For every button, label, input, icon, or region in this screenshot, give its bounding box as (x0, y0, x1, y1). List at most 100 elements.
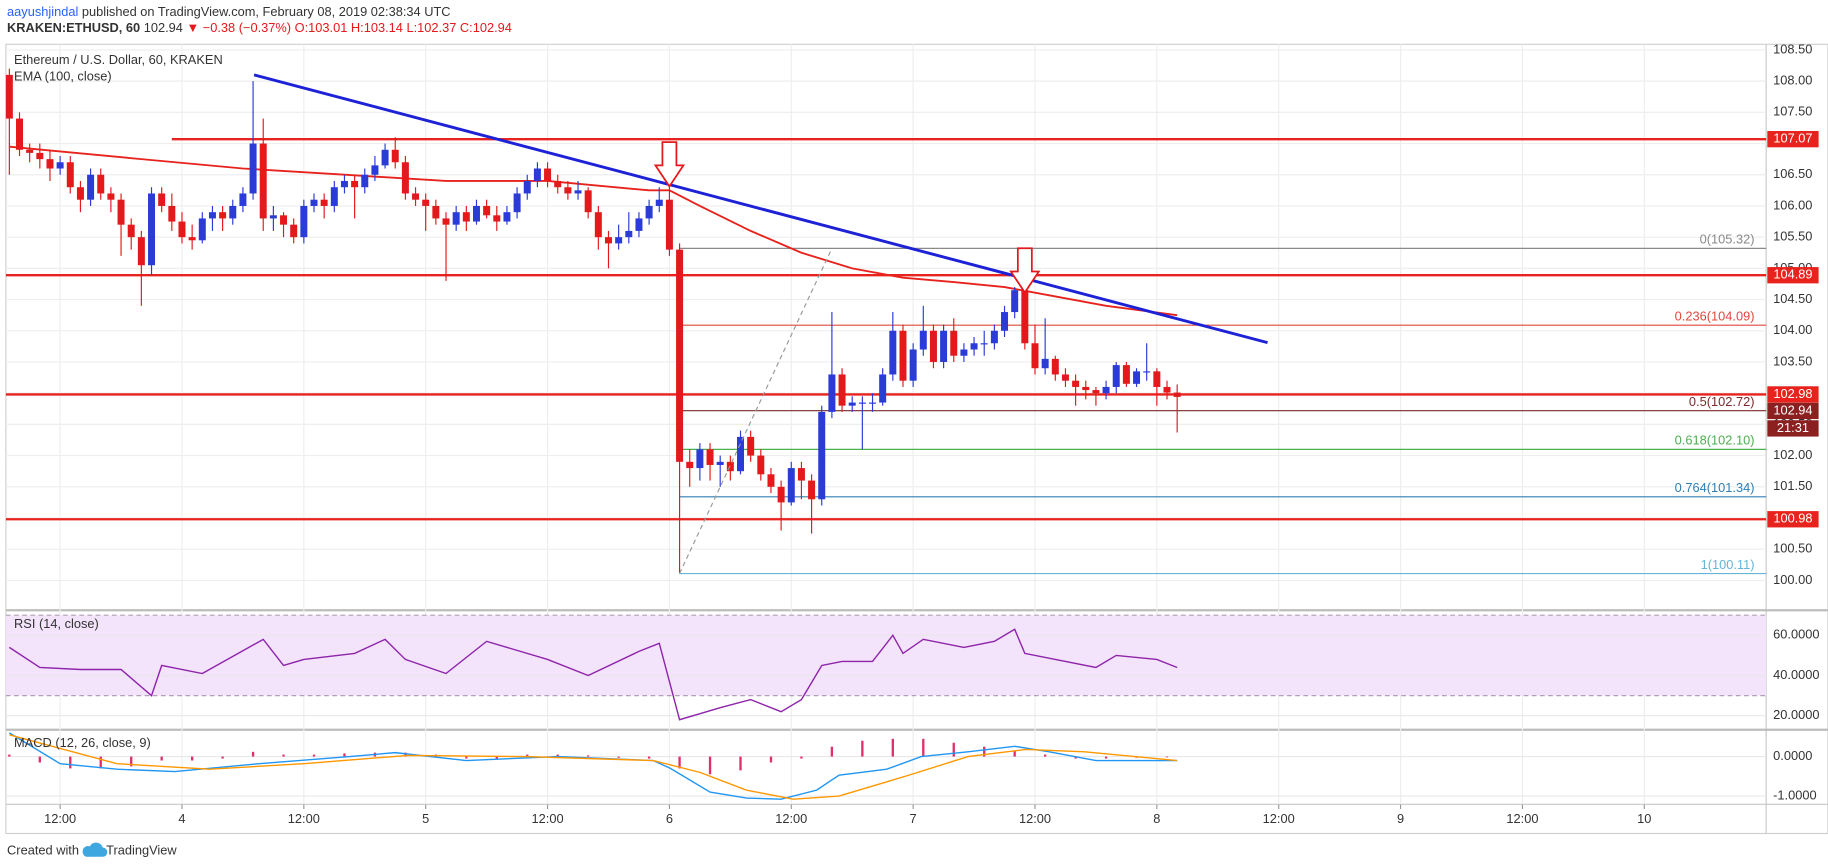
candle-body (604, 237, 612, 244)
rsi-line (8, 628, 1178, 721)
y-tick-label: 60.0000 (1773, 627, 1819, 642)
arrow (653, 141, 686, 188)
candle-body (808, 480, 816, 500)
candle-body (320, 199, 328, 206)
y-tick-label: 108.00 (1773, 73, 1812, 88)
histogram-bar (404, 752, 407, 757)
candle-body (432, 205, 440, 219)
candle-body (635, 218, 643, 231)
trend-line (253, 73, 1268, 345)
histogram-bar (465, 756, 468, 759)
y-tick-label: 106.00 (1773, 197, 1812, 212)
histogram-bar (952, 742, 955, 757)
histogram-bar (891, 738, 894, 757)
candle-body (1092, 390, 1100, 394)
header-line: aayushjindal published on TradingView.co… (7, 4, 451, 19)
x-tick-label: 12:00 (775, 811, 807, 826)
candle-body (503, 212, 511, 222)
candle-body (36, 152, 44, 160)
published: published on TradingView.com, February 0… (82, 4, 451, 19)
candle-body (584, 190, 592, 213)
level-label: 107.07 (1773, 131, 1812, 146)
y-tick-label: 106.50 (1773, 166, 1812, 181)
x-tick-label: 4 (178, 811, 185, 826)
x-tick-label: 12:00 (532, 811, 564, 826)
candle-body (706, 449, 714, 465)
candle-body (645, 205, 653, 219)
candle-body (381, 149, 389, 166)
x-tick-label: 7 (910, 811, 917, 826)
legend-entry: EMA (100, close) (14, 68, 112, 83)
candle-body (594, 212, 602, 238)
symbol: KRAKEN:ETHUSD, 60 (7, 21, 140, 36)
y-tick-label: 108.50 (1773, 41, 1812, 56)
x-tick-label: 12:00 (1019, 811, 1051, 826)
candle-body (1102, 386, 1110, 394)
histogram-bar (556, 754, 559, 757)
candle-body (757, 455, 765, 475)
candle-body (87, 174, 95, 200)
candle-body (1001, 312, 1009, 331)
candle-body (1051, 358, 1059, 375)
macd-line (8, 732, 1178, 800)
publisher[interactable]: aayushjindal (7, 4, 78, 19)
y-tick-label: 0.0000 (1773, 748, 1812, 763)
x-tick-label: 8 (1153, 811, 1160, 826)
y-tick-label: 40.0000 (1773, 667, 1819, 682)
histogram-bar (922, 738, 925, 757)
footer-created: Created with (7, 842, 79, 857)
candle-body (929, 330, 937, 362)
candle-body (66, 162, 74, 188)
histogram-bar (8, 754, 11, 757)
footer-brand[interactable]: TradingView (106, 842, 177, 857)
pane-title: MACD (12, 26, close, 9) (14, 735, 151, 750)
y-tick-label: 20.0000 (1773, 707, 1819, 722)
candle-body (391, 149, 399, 163)
histogram-bar (1165, 756, 1169, 758)
candle-body (178, 221, 186, 238)
candle-body (208, 212, 216, 219)
symbol-line: KRAKEN:ETHUSD, 60 102.94 ▼ −0.38 (−0.37%… (7, 21, 512, 36)
candle-body (148, 193, 156, 266)
candle-body (188, 237, 196, 241)
candle-body (107, 193, 115, 200)
candle-body (716, 461, 724, 465)
candle-body (919, 330, 927, 350)
candle-body (259, 143, 267, 219)
candle-body (777, 486, 785, 503)
candle-body (554, 180, 562, 188)
level-box (1767, 131, 1819, 148)
y-tick-label: 103.50 (1773, 353, 1812, 368)
candle-body (676, 249, 684, 462)
y-tick-label: -1.0000 (1773, 787, 1816, 802)
y-tick-label: 104.00 (1773, 322, 1812, 337)
candle-body (686, 461, 694, 469)
candle-body (117, 199, 125, 225)
x-tick-label: 12:00 (1506, 811, 1538, 826)
candle-body (280, 215, 288, 225)
histogram-bar (99, 756, 102, 769)
plot-layer: 12:00 4 12:00 5 12:00 6 12:00 7 12:00 8 12:00 9 12:0… (5, 41, 1819, 826)
histogram-bar (160, 756, 163, 761)
candle-body (625, 230, 633, 238)
y-tick-label: 100.50 (1773, 541, 1812, 556)
candle-body (960, 349, 968, 356)
candle-body (300, 205, 308, 238)
candle-body (26, 149, 34, 153)
candle-body (980, 343, 988, 345)
candle-body (1061, 374, 1069, 381)
change: ▼ −0.38 (−0.37%) (187, 21, 292, 36)
fib-label: 1(100.11) (1701, 557, 1755, 572)
last-price: 102.94 (144, 21, 183, 36)
level-label: 104.89 (1773, 267, 1812, 282)
candle-body (137, 237, 145, 266)
candle-body (422, 199, 430, 206)
level-box (1767, 267, 1819, 284)
histogram-bar (1013, 750, 1016, 757)
candle-body (787, 468, 795, 503)
histogram-bar (526, 754, 529, 757)
candle-body (158, 193, 166, 206)
candle-body (371, 165, 379, 175)
candle-body (1163, 386, 1171, 393)
